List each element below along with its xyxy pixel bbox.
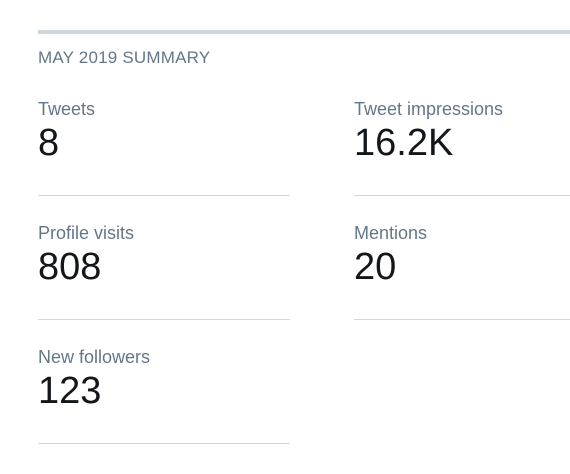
summary-title: MAY 2019 SUMMARY: [38, 48, 211, 67]
stat-divider: [354, 195, 570, 196]
stat-value: 16.2K: [354, 122, 454, 164]
stat-label: Mentions: [354, 223, 428, 243]
stat-label: New followers: [38, 347, 151, 367]
stat-value: 123: [38, 370, 102, 412]
stat-label: Tweets: [38, 99, 96, 119]
summary-top-border: [38, 30, 570, 34]
stat-divider: [354, 319, 570, 320]
stat-divider: [38, 443, 290, 444]
stat-divider: [38, 319, 290, 320]
stat-value: 8: [38, 122, 60, 164]
stat-value: 808: [38, 246, 102, 288]
stat-divider: [38, 195, 290, 196]
stat-value: 20: [354, 246, 397, 288]
stat-label: Profile visits: [38, 223, 135, 243]
stat-label: Tweet impressions: [354, 99, 504, 119]
